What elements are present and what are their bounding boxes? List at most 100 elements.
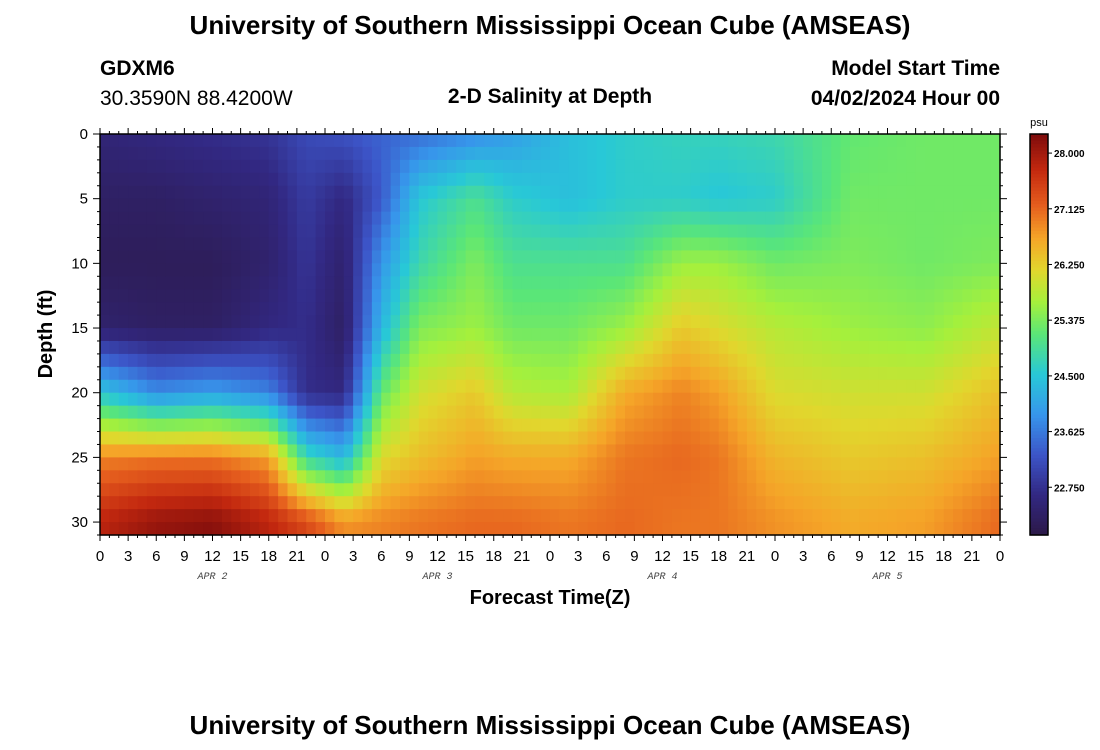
heatmap-cell bbox=[690, 470, 701, 484]
heatmap-cell bbox=[418, 289, 429, 303]
heatmap-cell bbox=[943, 237, 954, 252]
heatmap-cell bbox=[878, 250, 889, 264]
heatmap-cell bbox=[709, 289, 720, 303]
heatmap-cell bbox=[550, 302, 560, 316]
heatmap-cell bbox=[953, 263, 964, 277]
heatmap-cell bbox=[343, 276, 354, 290]
heatmap-cell bbox=[156, 431, 167, 446]
heatmap-cell bbox=[634, 431, 645, 446]
colorbar-segment bbox=[1030, 347, 1048, 352]
heatmap-cell bbox=[259, 134, 270, 148]
colorbar-segment bbox=[1030, 397, 1048, 402]
heatmap-cell bbox=[437, 431, 448, 446]
heatmap-cell bbox=[259, 509, 270, 523]
heatmap-cell bbox=[793, 470, 804, 484]
heatmap-cell bbox=[400, 211, 410, 226]
heatmap-cell bbox=[362, 134, 373, 148]
heatmap-cell bbox=[278, 392, 289, 407]
heatmap-cell bbox=[428, 276, 439, 290]
heatmap-cell bbox=[203, 522, 214, 536]
heatmap-cell bbox=[737, 302, 748, 316]
heatmap-cell bbox=[943, 444, 954, 458]
heatmap-cell bbox=[653, 496, 664, 510]
heatmap-cell bbox=[409, 159, 420, 174]
heatmap-cell bbox=[343, 509, 354, 523]
heatmap-cell bbox=[259, 276, 270, 290]
heatmap-cell bbox=[868, 431, 879, 446]
heatmap-cell bbox=[118, 457, 129, 471]
heatmap-cell bbox=[925, 250, 935, 264]
heatmap-cell bbox=[512, 431, 523, 446]
heatmap-cell bbox=[765, 418, 776, 433]
heatmap-cell bbox=[287, 224, 298, 239]
heatmap-cell bbox=[362, 431, 373, 446]
heatmap-cell bbox=[568, 522, 579, 536]
heatmap-cell bbox=[953, 496, 964, 510]
heatmap-cell bbox=[343, 315, 354, 329]
heatmap-cell bbox=[259, 496, 270, 510]
heatmap-cell bbox=[690, 224, 701, 239]
heatmap-cell bbox=[418, 353, 429, 368]
heatmap-cell bbox=[165, 353, 176, 368]
heatmap-cell bbox=[165, 237, 176, 252]
heatmap-cell bbox=[962, 211, 973, 226]
heatmap-cell bbox=[278, 289, 289, 303]
heatmap-cell bbox=[953, 405, 964, 420]
heatmap-cell bbox=[709, 237, 720, 252]
heatmap-cell bbox=[250, 134, 260, 148]
heatmap-cell bbox=[503, 211, 514, 226]
heatmap-cell bbox=[756, 353, 767, 368]
heatmap-cell bbox=[681, 457, 692, 471]
heatmap-cell bbox=[700, 237, 710, 252]
heatmap-cell bbox=[709, 302, 720, 316]
heatmap-cell bbox=[746, 172, 757, 187]
heatmap-cell bbox=[812, 444, 823, 458]
heatmap-cell bbox=[381, 289, 392, 303]
heatmap-cell bbox=[737, 522, 748, 536]
heatmap-cell bbox=[784, 328, 795, 342]
heatmap-cell bbox=[137, 418, 148, 433]
heatmap-cell bbox=[728, 522, 739, 536]
heatmap-cell bbox=[512, 159, 523, 174]
heatmap-cell bbox=[278, 405, 289, 420]
heatmap-cell bbox=[784, 509, 795, 523]
heatmap-cell bbox=[971, 263, 982, 277]
heatmap-cell bbox=[868, 250, 879, 264]
heatmap-cell bbox=[606, 418, 617, 433]
heatmap-cell bbox=[606, 431, 617, 446]
heatmap-cell bbox=[353, 289, 364, 303]
colorbar-segment bbox=[1030, 408, 1048, 412]
heatmap-cell bbox=[446, 431, 457, 446]
heatmap-cell bbox=[868, 302, 879, 316]
heatmap-cell bbox=[606, 366, 617, 381]
heatmap-cell bbox=[962, 522, 973, 536]
heatmap-cell bbox=[212, 496, 223, 510]
heatmap-cell bbox=[784, 172, 795, 187]
heatmap-cell bbox=[437, 224, 448, 239]
heatmap-cell bbox=[128, 211, 139, 226]
heatmap-cell bbox=[671, 405, 682, 420]
heatmap-cell bbox=[831, 418, 842, 433]
heatmap-cell bbox=[315, 237, 326, 252]
heatmap-cell bbox=[512, 172, 523, 187]
heatmap-cell bbox=[587, 418, 598, 433]
heatmap-cell bbox=[850, 483, 860, 497]
heatmap-cell bbox=[803, 444, 814, 458]
heatmap-cell bbox=[587, 134, 598, 148]
heatmap-cell bbox=[306, 353, 317, 368]
heatmap-cell bbox=[165, 276, 176, 290]
heatmap-cell bbox=[437, 328, 448, 342]
heatmap-cell bbox=[596, 276, 607, 290]
heatmap-cell bbox=[718, 379, 729, 394]
heatmap-cell bbox=[690, 134, 701, 148]
heatmap-cell bbox=[100, 431, 110, 446]
heatmap-cell bbox=[625, 340, 635, 355]
heatmap-cell bbox=[315, 146, 326, 161]
heatmap-cell bbox=[437, 509, 448, 523]
x-tick-label: 3 bbox=[799, 548, 807, 565]
heatmap-cell bbox=[343, 457, 354, 471]
heatmap-cell bbox=[390, 509, 401, 523]
heatmap-cell bbox=[765, 457, 776, 471]
heatmap-cell bbox=[465, 172, 476, 187]
heatmap-cell bbox=[437, 289, 448, 303]
